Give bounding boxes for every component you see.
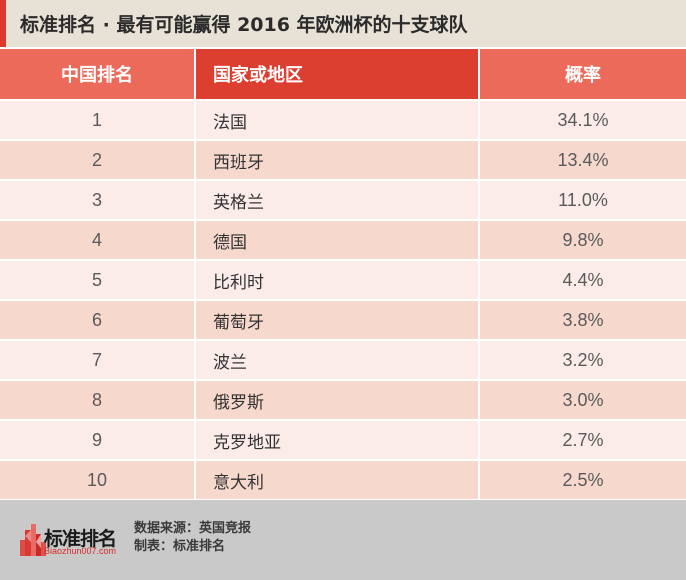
country-cell: 比利时 xyxy=(196,261,480,299)
table-row: 9 克罗地亚 2.7% xyxy=(0,419,686,459)
title-accent-bar xyxy=(0,0,6,47)
rank-cell: 4 xyxy=(0,221,196,259)
table-row: 7 波兰 3.2% xyxy=(0,339,686,379)
rank-cell: 2 xyxy=(0,141,196,179)
ranking-table: 中国排名 国家或地区 概率 1 法国 34.1% 2 西班牙 13.4% 3 英… xyxy=(0,48,686,499)
table-row: 8 俄罗斯 3.0% xyxy=(0,379,686,419)
probability-cell: 4.4% xyxy=(480,261,686,299)
brand-logo: 标准排名 Biaozhun007.com xyxy=(20,522,120,558)
data-source: 数据来源：英国竞报 xyxy=(134,521,252,536)
header-rank: 中国排名 xyxy=(0,49,196,99)
logo-url: Biaozhun007.com xyxy=(44,546,117,556)
table-header-row: 中国排名 国家或地区 概率 xyxy=(0,48,686,99)
probability-cell: 3.0% xyxy=(480,381,686,419)
rank-cell: 3 xyxy=(0,181,196,219)
rank-cell: 8 xyxy=(0,381,196,419)
table-row: 4 德国 9.8% xyxy=(0,219,686,259)
table-row: 3 英格兰 11.0% xyxy=(0,179,686,219)
rank-cell: 5 xyxy=(0,261,196,299)
probability-cell: 9.8% xyxy=(480,221,686,259)
table-row: 10 意大利 2.5% xyxy=(0,459,686,499)
probability-cell: 2.5% xyxy=(480,461,686,499)
probability-cell: 11.0% xyxy=(480,181,686,219)
table-row: 1 法国 34.1% xyxy=(0,99,686,139)
rank-cell: 10 xyxy=(0,461,196,499)
country-cell: 克罗地亚 xyxy=(196,421,480,459)
probability-cell: 13.4% xyxy=(480,141,686,179)
rank-cell: 1 xyxy=(0,101,196,139)
table-row: 5 比利时 4.4% xyxy=(0,259,686,299)
country-cell: 英格兰 xyxy=(196,181,480,219)
rank-cell: 7 xyxy=(0,341,196,379)
probability-cell: 2.7% xyxy=(480,421,686,459)
country-cell: 西班牙 xyxy=(196,141,480,179)
table-maker: 制表：标准排名 xyxy=(134,539,226,554)
country-cell: 俄罗斯 xyxy=(196,381,480,419)
rank-cell: 6 xyxy=(0,301,196,339)
logo-name: 标准排名 xyxy=(44,528,117,550)
header-country: 国家或地区 xyxy=(196,49,480,99)
table-row: 6 葡萄牙 3.8% xyxy=(0,299,686,339)
bar-building-logo-icon xyxy=(20,524,46,556)
footer: 标准排名 Biaozhun007.com 数据来源：英国竞报 制表：标准排名 xyxy=(0,500,686,580)
country-cell: 法国 xyxy=(196,101,480,139)
probability-cell: 3.8% xyxy=(480,301,686,339)
country-cell: 德国 xyxy=(196,221,480,259)
country-cell: 意大利 xyxy=(196,461,480,499)
country-cell: 葡萄牙 xyxy=(196,301,480,339)
page-title: 标准排名 · 最有可能赢得 2016 年欧洲杯的十支球队 xyxy=(20,14,468,36)
probability-cell: 3.2% xyxy=(480,341,686,379)
country-cell: 波兰 xyxy=(196,341,480,379)
header-probability: 概率 xyxy=(480,49,686,99)
credits: 数据来源：英国竞报 制表：标准排名 xyxy=(134,520,251,556)
title-bar: 标准排名 · 最有可能赢得 2016 年欧洲杯的十支球队 xyxy=(0,0,686,47)
probability-cell: 34.1% xyxy=(480,101,686,139)
table-row: 2 西班牙 13.4% xyxy=(0,139,686,179)
rank-cell: 9 xyxy=(0,421,196,459)
